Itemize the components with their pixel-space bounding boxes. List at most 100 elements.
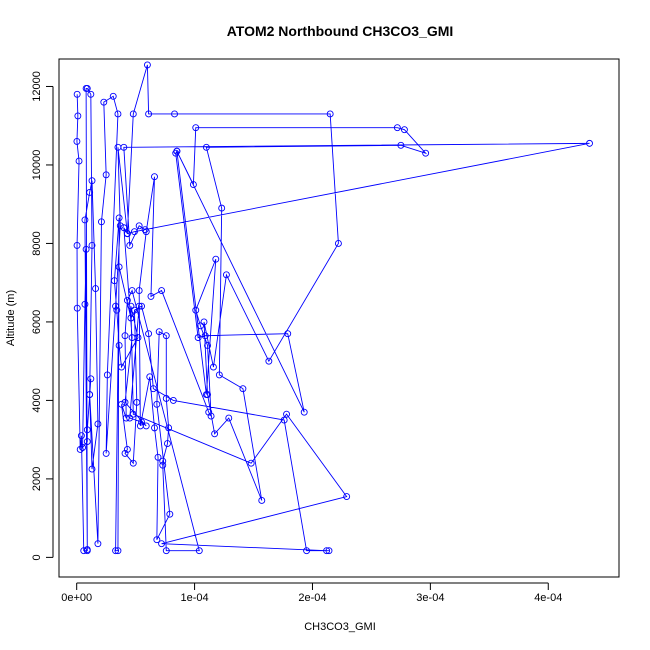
data-point — [145, 330, 153, 338]
data-point — [123, 296, 131, 304]
data-point — [194, 334, 202, 342]
data-point — [73, 90, 81, 98]
y-tick-label: 10000 — [31, 150, 43, 181]
data-point — [87, 90, 95, 98]
data-point — [204, 342, 212, 349]
data-point — [127, 302, 135, 310]
data-point — [83, 438, 91, 446]
data-point — [222, 271, 230, 279]
data-point — [211, 430, 219, 438]
data-point — [73, 137, 81, 145]
data-point — [323, 547, 331, 555]
data-point — [112, 547, 120, 555]
data-point — [118, 363, 125, 371]
y-tick-label: 6000 — [31, 310, 43, 334]
data-point — [121, 332, 129, 340]
data-point — [209, 363, 217, 371]
data-point — [207, 412, 215, 420]
data-point — [135, 222, 143, 230]
data-point — [218, 204, 226, 212]
x-tick-label: 1e-04 — [181, 592, 209, 604]
chart-title: ATOM2 Northbound CH3CO3_GMI — [227, 23, 454, 39]
y-tick-label: 8000 — [31, 231, 43, 255]
data-point — [88, 177, 96, 185]
data-point — [115, 214, 123, 222]
data-point — [126, 414, 134, 422]
x-tick-label: 2e-04 — [298, 592, 326, 604]
series-line — [76, 64, 590, 552]
data-point — [258, 497, 266, 504]
data-point — [153, 400, 161, 408]
data-point — [79, 444, 87, 451]
data-point — [284, 330, 292, 338]
data-point — [121, 398, 129, 406]
data-point — [165, 424, 173, 432]
data-point — [147, 292, 155, 300]
data-point — [94, 420, 102, 428]
data-point — [201, 332, 209, 340]
data-point — [102, 449, 110, 457]
data-point — [400, 126, 408, 134]
data-point — [129, 459, 137, 467]
data-point — [422, 149, 430, 157]
data-point — [300, 408, 308, 416]
data-point — [114, 110, 122, 118]
data-point — [159, 461, 167, 469]
data-point — [122, 414, 130, 422]
data-point — [202, 391, 210, 398]
data-point — [114, 547, 122, 555]
data-point — [97, 218, 105, 226]
data-point — [149, 385, 157, 393]
data-point — [225, 414, 233, 422]
data-point — [143, 61, 151, 69]
y-tick-label: 2000 — [31, 467, 43, 491]
data-point — [88, 241, 96, 249]
x-axis-label: CH3CO3_GMI — [304, 621, 376, 633]
data-point — [100, 98, 108, 106]
y-tick-label: 4000 — [31, 388, 43, 412]
data-point — [86, 391, 94, 398]
x-tick-label: 3e-04 — [416, 592, 444, 604]
data-point — [158, 540, 166, 548]
x-tick-label: 4e-04 — [534, 592, 562, 604]
data-point — [397, 141, 405, 149]
data-point — [81, 216, 89, 224]
y-axis: 0 2000 4000 6000 8000 10000 12000 — [31, 71, 54, 560]
data-point — [83, 426, 91, 434]
data-point — [195, 547, 203, 555]
data-point — [115, 263, 123, 271]
y-axis-label: Altitude (m) — [5, 290, 17, 346]
data-point — [162, 547, 170, 555]
data-point — [94, 540, 102, 548]
data-point — [283, 410, 290, 418]
data-point — [130, 228, 138, 236]
x-axis: 0e+00 1e-04 2e-04 3e-04 4e-04 — [61, 582, 562, 604]
data-point — [172, 149, 180, 157]
data-point — [87, 375, 95, 383]
data-point — [303, 547, 311, 555]
data-point — [138, 302, 145, 310]
data-point — [192, 124, 200, 132]
data-point — [173, 147, 181, 155]
data-point — [586, 139, 593, 147]
data-point — [142, 228, 150, 236]
data-point — [151, 424, 158, 432]
data-point — [159, 457, 167, 465]
data-point — [197, 322, 204, 330]
data-point — [73, 304, 81, 312]
data-point — [92, 285, 100, 293]
data-point — [112, 302, 120, 310]
data-point — [129, 110, 137, 118]
data-point — [115, 342, 123, 349]
plot-frame — [58, 58, 620, 578]
data-point — [135, 302, 143, 310]
data-point — [133, 398, 141, 406]
data-point — [128, 287, 136, 294]
data-point — [123, 446, 131, 453]
data-point — [76, 446, 84, 453]
data-point — [393, 124, 401, 132]
data-point — [202, 143, 210, 151]
data-point — [212, 255, 220, 263]
data-point — [83, 546, 91, 553]
